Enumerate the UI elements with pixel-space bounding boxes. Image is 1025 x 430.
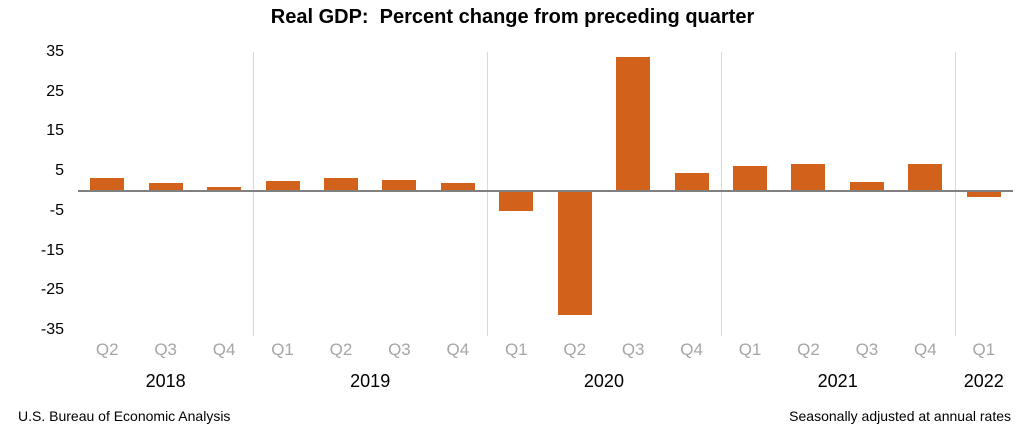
chart-title: Real GDP: Percent change from preceding …	[270, 6, 755, 28]
y-tick-label: 5	[55, 162, 64, 180]
y-tick-label: -35	[40, 321, 64, 338]
quarter-label: Q4	[914, 340, 937, 359]
y-tick-label: 15	[46, 122, 64, 140]
bar	[849, 181, 884, 191]
bar	[382, 179, 417, 191]
year-separator-line	[487, 52, 489, 336]
bar	[499, 191, 534, 212]
year-label: 2018	[145, 371, 186, 391]
bar	[674, 173, 709, 191]
quarter-label: Q2	[563, 340, 587, 359]
year-label: 2021	[817, 371, 858, 391]
quarter-label: Q3	[855, 340, 879, 359]
bar	[791, 164, 826, 191]
y-tick-label: -5	[49, 201, 64, 219]
quarter-label: Q3	[154, 340, 177, 359]
source-note: U.S. Bureau of Economic Analysis	[18, 408, 231, 424]
y-tick-label: 35	[46, 43, 64, 60]
bar	[148, 183, 183, 191]
bar	[908, 163, 943, 191]
quarter-label: Q2	[95, 340, 119, 359]
adjustment-note: Seasonally adjusted at annual rates	[789, 408, 1011, 424]
bar	[557, 191, 592, 315]
zero-axis-line	[78, 190, 1013, 192]
bar	[90, 178, 125, 191]
bar	[207, 187, 242, 191]
quarter-label: Q1	[504, 340, 528, 359]
quarter-label: Q2	[797, 340, 820, 359]
bar	[440, 183, 475, 191]
quarter-label: Q1	[972, 340, 996, 359]
quarter-label: Q4	[212, 340, 236, 359]
year-separator-line	[720, 52, 722, 336]
year-label: 2019	[350, 371, 391, 391]
year-label: 2020	[583, 371, 624, 391]
bar	[733, 165, 768, 191]
bar	[265, 181, 300, 191]
bar	[616, 56, 651, 191]
quarter-label: Q1	[271, 340, 294, 359]
bar	[323, 178, 358, 191]
quarter-label: Q2	[329, 340, 353, 359]
quarter-label: Q3	[621, 340, 645, 359]
quarter-label: Q4	[446, 340, 470, 359]
quarter-label: Q4	[680, 340, 703, 359]
y-tick-label: 25	[46, 82, 64, 100]
y-tick-label: -25	[40, 281, 64, 299]
quarter-label: Q3	[388, 340, 411, 359]
quarter-label: Q1	[738, 340, 762, 359]
year-separator-line	[253, 52, 255, 336]
year-label: 2022	[963, 371, 1004, 391]
bar	[966, 191, 1001, 197]
year-separator-line	[954, 52, 956, 336]
y-tick-label: -15	[40, 241, 64, 259]
